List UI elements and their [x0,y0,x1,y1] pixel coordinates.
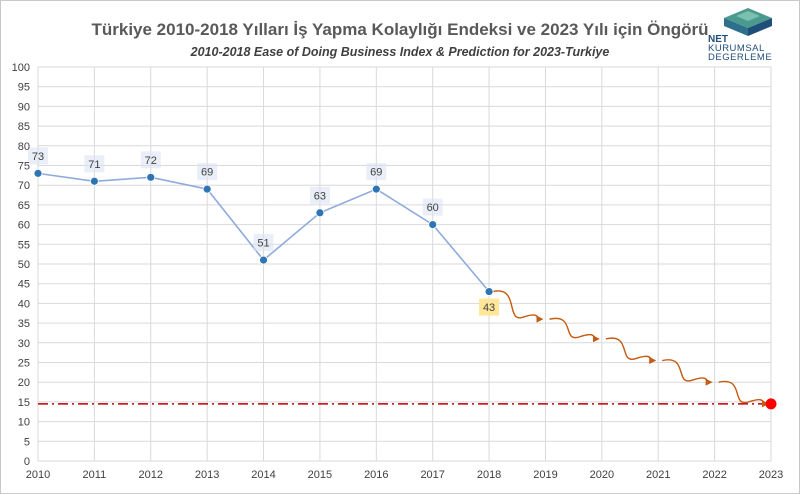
prediction-arrow [492,290,544,323]
data-point [202,184,212,194]
prediction-arrow [549,317,600,343]
data-label-bg [253,234,274,252]
prediction-arrow [718,380,769,408]
x-tick-label: 2023 [759,469,783,481]
data-point [315,208,325,218]
prediction-path [492,290,777,410]
axis-ticks: 0 5 10 15 20 25 30 35 40 45 50 55 60 65 70 75 80 85 90 95 10… [12,62,784,481]
prediction-endpoint [765,398,777,410]
data-point [428,220,438,230]
logo-text-degerleme: DEGERLEME [708,52,773,63]
y-tick-label: 5 [24,436,30,448]
data-label: 69 [370,167,382,179]
data-label: 43 [483,302,495,314]
data-point [371,184,381,194]
data-label-bg [197,163,218,181]
prediction-arrow [662,359,713,386]
data-label-bg [28,147,48,165]
data-point [89,176,99,186]
data-point [146,172,156,182]
data-label: 71 [88,159,100,171]
data-label: 60 [427,202,439,214]
data-label-bg [366,163,387,181]
y-tick-label: 35 [18,318,30,330]
y-tick-label: 65 [18,200,30,212]
x-tick-label: 2014 [251,469,275,481]
y-tick-label: 40 [18,298,30,310]
y-tick-label: 50 [18,259,30,271]
x-tick-label: 2019 [533,469,557,481]
y-tick-label: 20 [18,377,30,389]
data-label-bg [422,198,443,216]
y-tick-label: 10 [18,417,30,429]
x-tick-label: 2018 [477,469,501,481]
y-tick-label: 95 [18,82,30,94]
gridlines [37,66,772,462]
y-tick-label: 45 [18,279,30,291]
x-tick-label: 2021 [646,469,670,481]
data-label: 51 [257,238,269,250]
logo-text-net: NET [708,34,728,45]
x-tick-label: 2012 [139,469,163,481]
data-label-bg [309,186,330,204]
chart-title: Türkiye 2010-2018 Yılları İş Yapma Kolay… [91,20,709,39]
data-label: 72 [145,155,157,167]
data-labels: 73 71 72 69 51 63 69 60 43 [28,147,500,316]
data-label-bg [479,298,500,316]
x-tick-label: 2022 [702,469,726,481]
data-label: 73 [32,151,44,163]
data-label: 69 [201,167,213,179]
series-line [33,168,494,296]
prediction-arrow [605,337,657,365]
logo-cube-icon [724,8,772,36]
y-tick-label: 75 [18,161,30,173]
data-point [33,168,43,178]
x-tick-label: 2017 [420,469,444,481]
x-tick-label: 2011 [83,469,107,481]
y-tick-label: 15 [18,397,30,409]
y-tick-label: 90 [18,101,30,113]
data-label-bg [140,151,161,169]
data-point [484,287,494,296]
data-label-bg [84,155,105,173]
data-point [259,255,268,265]
x-tick-label: 2016 [364,469,388,481]
y-tick-label: 30 [18,338,30,350]
y-tick-label: 100 [12,62,30,74]
chart-subtitle: 2010-2018 Ease of Doing Business Index &… [190,45,610,59]
company-logo: NET KURUMSAL DEGERLEME [706,6,790,63]
logo-text-kurumsal: KURUMSAL [708,43,765,54]
y-tick-label: 60 [18,220,30,232]
y-tick-label: 85 [18,121,30,133]
plot-area-border [37,66,772,462]
y-tick-label: 0 [24,456,30,468]
y-tick-label: 25 [18,358,30,370]
y-tick-label: 70 [18,180,30,192]
y-tick-label: 80 [18,141,30,153]
data-label: 63 [314,190,326,202]
x-tick-label: 2013 [195,469,219,481]
y-tick-label: 55 [18,239,30,251]
x-tick-label: 2020 [590,469,614,481]
x-tick-label: 2010 [26,469,50,481]
x-tick-label: 2015 [308,469,332,481]
